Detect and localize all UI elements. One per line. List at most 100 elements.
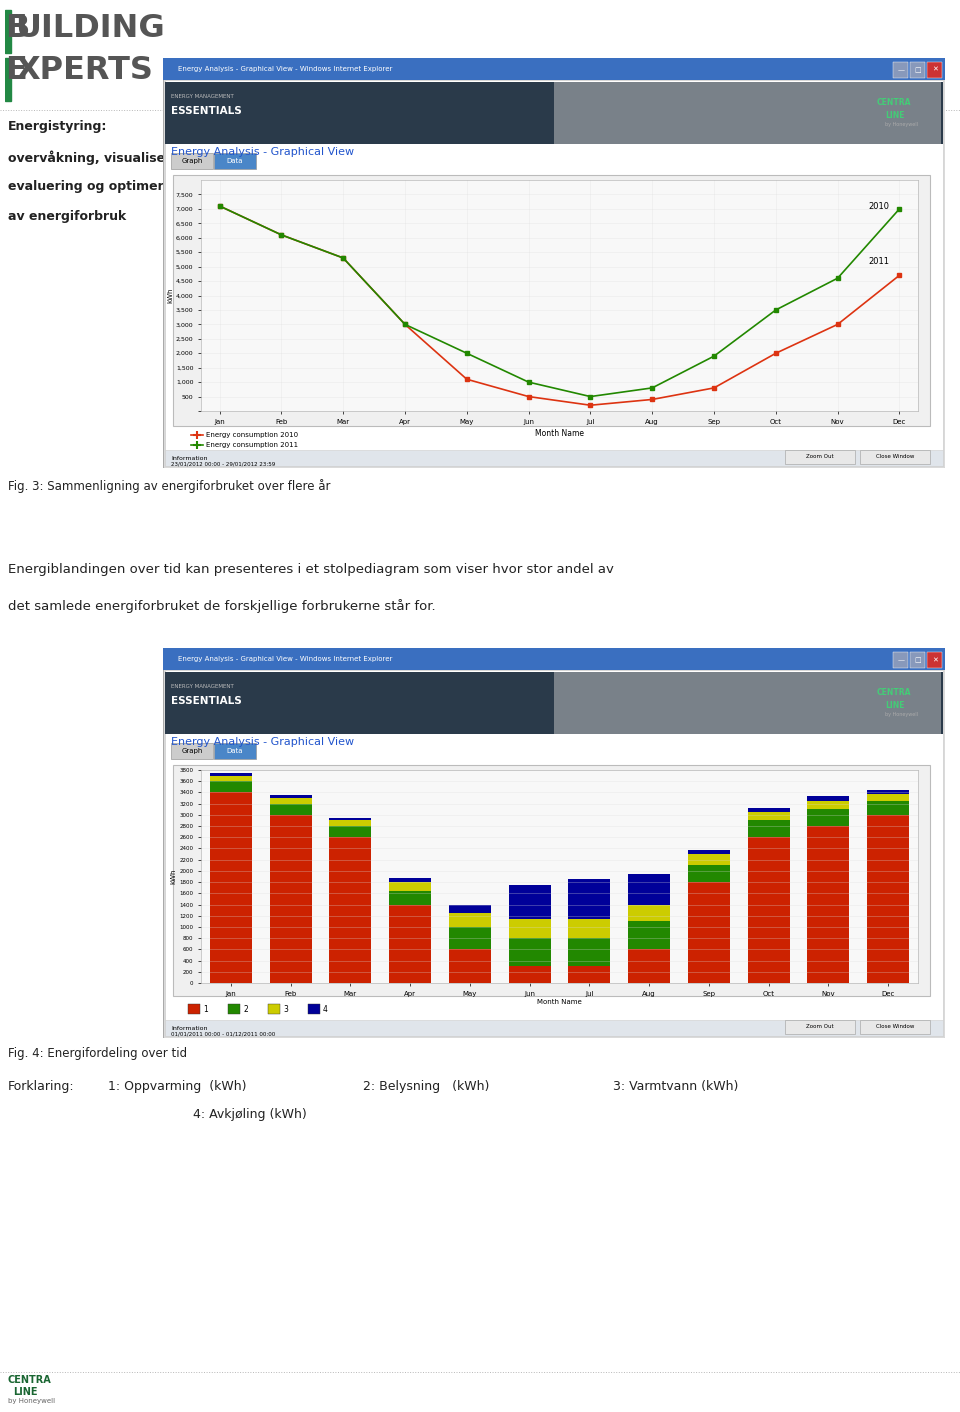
Bar xyxy=(210,781,252,792)
Text: 3: Varmtvann (kWh): 3: Varmtvann (kWh) xyxy=(613,1080,738,1093)
Bar xyxy=(509,919,550,938)
Text: 1: Oppvarming  (kWh): 1: Oppvarming (kWh) xyxy=(108,1080,247,1093)
Bar xyxy=(807,796,850,801)
Bar xyxy=(389,891,431,905)
Bar xyxy=(163,58,945,80)
Bar xyxy=(568,880,611,919)
Bar xyxy=(807,801,850,809)
Bar xyxy=(329,820,372,826)
Bar xyxy=(748,837,789,983)
Text: □: □ xyxy=(915,66,922,73)
Text: 3: 3 xyxy=(283,1004,288,1014)
Bar xyxy=(228,1004,240,1014)
Bar xyxy=(568,919,611,938)
Bar xyxy=(329,826,372,837)
Bar xyxy=(171,743,213,760)
Text: Energy Analysis - Graphical View: Energy Analysis - Graphical View xyxy=(171,737,354,747)
Bar xyxy=(270,803,312,815)
Bar xyxy=(688,866,730,882)
Text: 2: 2 xyxy=(243,1004,248,1014)
Text: —: — xyxy=(898,66,904,73)
Text: UILDING: UILDING xyxy=(15,13,165,44)
Bar xyxy=(807,809,850,826)
Bar xyxy=(688,854,730,866)
Bar xyxy=(389,878,431,882)
Bar xyxy=(214,743,256,760)
Text: 1: 1 xyxy=(203,1004,207,1014)
Y-axis label: kWh: kWh xyxy=(167,288,173,304)
Text: ✕: ✕ xyxy=(932,66,938,73)
Text: B: B xyxy=(5,13,30,44)
Bar xyxy=(509,966,550,983)
Bar xyxy=(628,905,670,922)
Text: Energy Analysis - Graphical View: Energy Analysis - Graphical View xyxy=(171,147,354,157)
Bar xyxy=(173,175,930,426)
Text: 23/01/2012 00:00 - 29/01/2012 23:59: 23/01/2012 00:00 - 29/01/2012 23:59 xyxy=(171,462,276,466)
Text: Fig. 4: Energifordeling over tid: Fig. 4: Energifordeling over tid xyxy=(8,1048,187,1060)
Text: Graph: Graph xyxy=(181,158,203,164)
Bar xyxy=(860,450,930,465)
Bar xyxy=(867,801,909,815)
Text: —: — xyxy=(898,657,904,664)
Text: Energy consumption 2010: Energy consumption 2010 xyxy=(206,432,299,438)
Bar xyxy=(308,1004,320,1014)
Bar xyxy=(165,82,943,144)
Bar xyxy=(867,815,909,983)
Text: Energy Analysis - Graphical View - Windows Internet Explorer: Energy Analysis - Graphical View - Windo… xyxy=(178,657,393,662)
Text: ENERGY MANAGEMENT: ENERGY MANAGEMENT xyxy=(171,95,233,99)
Text: 4: 4 xyxy=(323,1004,328,1014)
Bar xyxy=(171,152,213,169)
Text: 2010: 2010 xyxy=(869,202,890,210)
Text: overvåkning, visualisering,: overvåkning, visualisering, xyxy=(8,150,198,165)
Text: Data: Data xyxy=(227,748,243,754)
Bar xyxy=(628,874,670,905)
Bar xyxy=(688,882,730,983)
Bar xyxy=(449,905,491,914)
Text: ESSENTIALS: ESSENTIALS xyxy=(171,696,242,706)
Text: Energistyring:: Energistyring: xyxy=(8,120,108,133)
Bar xyxy=(748,808,789,812)
Bar xyxy=(554,672,941,734)
Text: Zoom Out: Zoom Out xyxy=(806,1025,834,1029)
Bar xyxy=(270,795,312,798)
Text: LINE: LINE xyxy=(13,1387,37,1396)
Bar xyxy=(449,949,491,983)
Text: Graph: Graph xyxy=(181,748,203,754)
Bar xyxy=(748,820,789,837)
Text: Close Window: Close Window xyxy=(876,1025,914,1029)
Bar xyxy=(210,792,252,983)
Bar xyxy=(867,789,909,794)
Text: Energy consumption 2011: Energy consumption 2011 xyxy=(206,442,299,448)
Bar xyxy=(270,798,312,803)
Text: CENTRA: CENTRA xyxy=(8,1375,52,1385)
Text: LINE: LINE xyxy=(885,700,904,710)
Text: Zoom Out: Zoom Out xyxy=(806,455,834,459)
Bar xyxy=(449,926,491,949)
Bar xyxy=(785,1019,855,1034)
Text: av energiforbruk: av energiforbruk xyxy=(8,210,127,223)
Text: Energy Analysis - Graphical View - Windows Internet Explorer: Energy Analysis - Graphical View - Windo… xyxy=(178,66,393,72)
Bar xyxy=(927,652,942,668)
Text: Forklaring:: Forklaring: xyxy=(8,1080,75,1093)
Text: ✕: ✕ xyxy=(932,657,938,664)
Bar xyxy=(860,1019,930,1034)
Bar xyxy=(5,58,11,102)
Text: XPERTS: XPERTS xyxy=(15,55,153,86)
Bar xyxy=(214,152,256,169)
Text: ESSENTIALS: ESSENTIALS xyxy=(171,106,242,116)
Bar xyxy=(329,837,372,983)
Bar xyxy=(329,818,372,820)
Bar xyxy=(893,62,908,78)
Bar xyxy=(628,922,670,949)
Bar xyxy=(748,812,789,820)
Text: LINE: LINE xyxy=(885,112,904,120)
Bar xyxy=(165,450,943,466)
Text: by Honeywell: by Honeywell xyxy=(8,1398,55,1404)
Bar xyxy=(449,914,491,926)
Text: □: □ xyxy=(915,657,922,664)
Bar xyxy=(268,1004,280,1014)
Text: ENERGY MANAGEMENT: ENERGY MANAGEMENT xyxy=(171,683,233,689)
Bar xyxy=(210,772,252,775)
Bar xyxy=(270,815,312,983)
Bar xyxy=(509,885,550,919)
